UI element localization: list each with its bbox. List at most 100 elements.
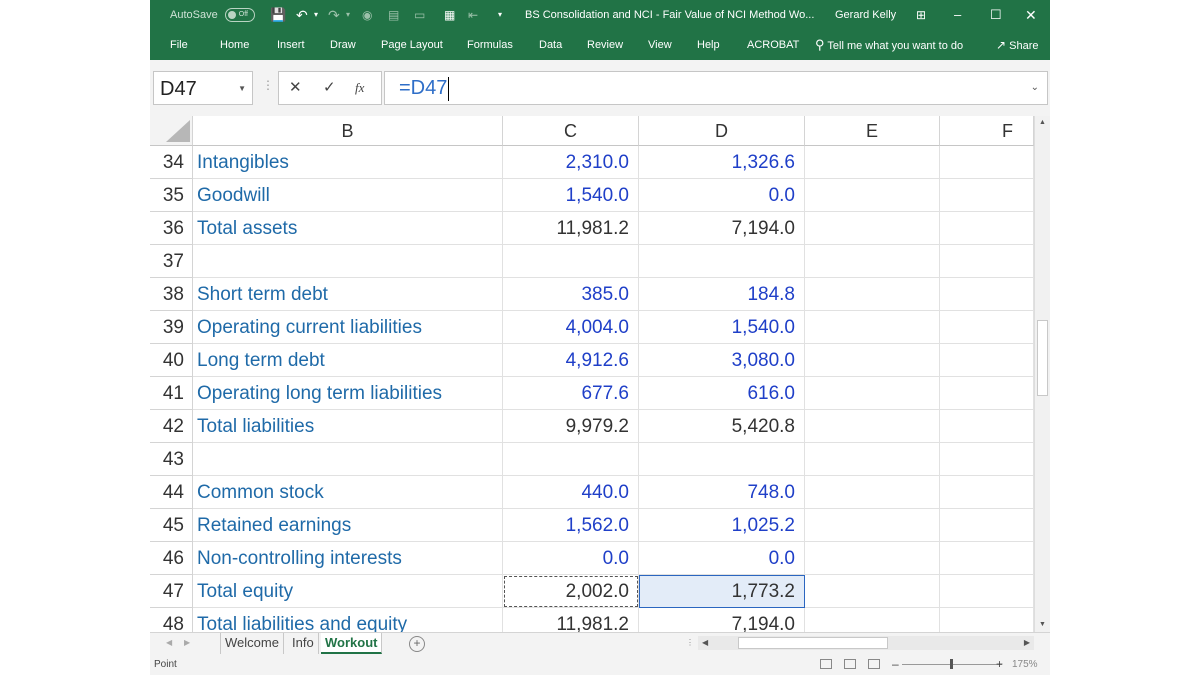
- row-header[interactable]: 37: [150, 245, 193, 278]
- cell-b[interactable]: Intangibles: [193, 146, 503, 179]
- cell-f[interactable]: [940, 575, 1034, 608]
- cell-b[interactable]: Operating long term liabilities: [193, 377, 503, 410]
- row-header[interactable]: 40: [150, 344, 193, 377]
- autosave-toggle[interactable]: Off: [224, 8, 255, 23]
- tab-formulas[interactable]: Formulas: [467, 39, 513, 51]
- cell-b[interactable]: Goodwill: [193, 179, 503, 212]
- cell-e[interactable]: [805, 575, 940, 608]
- cell-f[interactable]: [940, 179, 1034, 212]
- add-sheet-icon[interactable]: +: [409, 636, 425, 652]
- cell-f[interactable]: [940, 410, 1034, 443]
- cell-f[interactable]: [940, 344, 1034, 377]
- cell-d[interactable]: 748.0: [639, 476, 805, 509]
- page-break-view-icon[interactable]: [868, 659, 880, 669]
- row-header[interactable]: 35: [150, 179, 193, 212]
- cell-b[interactable]: [193, 245, 503, 278]
- tab-data[interactable]: Data: [539, 39, 563, 51]
- undo-icon[interactable]: ↶: [296, 7, 308, 23]
- column-header-d[interactable]: D: [639, 116, 805, 146]
- close-icon[interactable]: ✕: [1025, 7, 1037, 23]
- maximize-icon[interactable]: ☐: [990, 7, 1002, 22]
- cell-e[interactable]: [805, 146, 940, 179]
- sheet-next-icon[interactable]: ▶: [184, 638, 191, 647]
- save-icon[interactable]: 💾: [270, 7, 287, 22]
- cell-e[interactable]: [805, 608, 940, 632]
- ribbon-display-icon[interactable]: ⊞: [916, 8, 927, 22]
- tab-home[interactable]: Home: [220, 39, 250, 51]
- cell-e[interactable]: [805, 443, 940, 476]
- form-icon[interactable]: ▤: [388, 8, 400, 22]
- insert-function-icon[interactable]: fx: [355, 80, 365, 95]
- cell-c[interactable]: 440.0: [503, 476, 639, 509]
- cell-b[interactable]: Total liabilities: [193, 410, 503, 443]
- sheet-tab-welcome[interactable]: Welcome: [220, 633, 284, 654]
- tell-me-search[interactable]: ⚲ Tell me what you want to do: [815, 30, 963, 60]
- cell-d[interactable]: [639, 443, 805, 476]
- row-header[interactable]: 39: [150, 311, 193, 344]
- zoom-out-icon[interactable]: –: [892, 657, 899, 671]
- tab-insert[interactable]: Insert: [277, 39, 305, 51]
- cell-f[interactable]: [940, 443, 1034, 476]
- cell-f[interactable]: [940, 278, 1034, 311]
- normal-view-icon[interactable]: [820, 659, 832, 669]
- cell-f[interactable]: [940, 245, 1034, 278]
- cell-c[interactable]: 2,310.0: [503, 146, 639, 179]
- cell-e[interactable]: [805, 377, 940, 410]
- cell-e[interactable]: [805, 179, 940, 212]
- cell-c[interactable]: [503, 443, 639, 476]
- calculator-icon[interactable]: ▦: [444, 8, 456, 22]
- cell-c[interactable]: 677.6: [503, 377, 639, 410]
- undo-dropdown-icon[interactable]: ▾: [314, 10, 319, 19]
- cell-d[interactable]: 0.0: [639, 542, 805, 575]
- cell-e[interactable]: [805, 212, 940, 245]
- cancel-icon[interactable]: ✕: [289, 79, 302, 96]
- cell-e[interactable]: [805, 245, 940, 278]
- cell-b[interactable]: Short term debt: [193, 278, 503, 311]
- row-header[interactable]: 41: [150, 377, 193, 410]
- formula-bar-grip-icon[interactable]: ⋮: [262, 78, 274, 92]
- select-all-button[interactable]: [150, 116, 193, 146]
- vertical-scroll-thumb[interactable]: [1037, 320, 1048, 396]
- row-header[interactable]: 42: [150, 410, 193, 443]
- expand-formula-icon[interactable]: ⌄: [1030, 82, 1039, 93]
- cell-b[interactable]: Retained earnings: [193, 509, 503, 542]
- cell-f[interactable]: [940, 509, 1034, 542]
- scroll-right-icon[interactable]: ▶: [1023, 638, 1030, 647]
- redo-dropdown-icon[interactable]: ▾: [346, 10, 351, 19]
- cell-c[interactable]: 1,562.0: [503, 509, 639, 542]
- user-name[interactable]: Gerard Kelly: [835, 9, 897, 21]
- cell-d[interactable]: 7,194.0: [639, 212, 805, 245]
- share-screen-icon[interactable]: ▭: [414, 8, 426, 22]
- cell-b[interactable]: [193, 443, 503, 476]
- tab-view[interactable]: View: [648, 39, 672, 51]
- cell-c[interactable]: 11,981.2: [503, 608, 639, 632]
- name-box[interactable]: D47 ▼: [153, 71, 253, 105]
- column-header-b[interactable]: B: [193, 116, 503, 146]
- cell-f[interactable]: [940, 146, 1034, 179]
- cell-b[interactable]: Total assets: [193, 212, 503, 245]
- cell-e[interactable]: [805, 542, 940, 575]
- row-header[interactable]: 38: [150, 278, 193, 311]
- cell-f[interactable]: [940, 212, 1034, 245]
- tab-draw[interactable]: Draw: [330, 39, 356, 51]
- scroll-left-icon[interactable]: ◀: [702, 638, 709, 647]
- exit-icon[interactable]: ⇤: [468, 8, 479, 22]
- cell-e[interactable]: [805, 344, 940, 377]
- vertical-scrollbar[interactable]: ▲ ▼: [1034, 116, 1050, 632]
- zoom-level[interactable]: 175%: [1012, 659, 1038, 670]
- cell-f[interactable]: [940, 542, 1034, 575]
- cell-b[interactable]: Total liabilities and equity: [193, 608, 503, 632]
- cell-b[interactable]: Long term debt: [193, 344, 503, 377]
- tab-help[interactable]: Help: [697, 39, 720, 51]
- cell-d[interactable]: 5,420.8: [639, 410, 805, 443]
- cell-b[interactable]: Total equity: [193, 575, 503, 608]
- cell-b[interactable]: Non-controlling interests: [193, 542, 503, 575]
- cell-f[interactable]: [940, 608, 1034, 632]
- tab-split-grip-icon[interactable]: ⋮: [686, 638, 694, 647]
- cell-e[interactable]: [805, 278, 940, 311]
- sheet-tab-info[interactable]: Info: [288, 633, 319, 654]
- zoom-in-icon[interactable]: +: [996, 657, 1004, 671]
- cell-d[interactable]: 7,194.0: [639, 608, 805, 632]
- redo-icon[interactable]: ↷: [328, 7, 340, 23]
- cell-f[interactable]: [940, 377, 1034, 410]
